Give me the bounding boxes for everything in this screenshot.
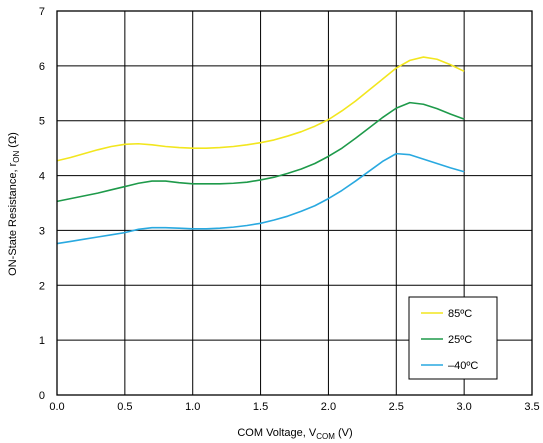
grid-lines (57, 11, 532, 395)
series-line (56, 152, 465, 245)
legend-label: –40ºC (448, 360, 478, 372)
x-tick-label: 2.0 (321, 401, 336, 413)
x-tick-label: 0.0 (49, 401, 64, 413)
x-tick-label: 0.5 (117, 401, 132, 413)
legend-label: 25ºC (448, 334, 472, 346)
y-tick-label: 3 (39, 225, 45, 237)
y-tick-label: 5 (39, 116, 45, 128)
y-tick-label: 0 (39, 390, 45, 402)
y-tick-label: 2 (39, 280, 45, 292)
x-axis-title: COM Voltage, VCOM (V) (237, 427, 352, 441)
tick-labels: 0.0 0.5 1.0 1.5 2.0 2.5 3.0 3.5 0 1 2 3 4 5 6 7 (39, 6, 540, 413)
x-tick-label: 1.5 (253, 401, 268, 413)
y-axis-title: ON-State Resistance, rON (Ω) (7, 132, 21, 276)
y-tick-label: 6 (39, 61, 45, 73)
x-tick-label: 3.5 (524, 401, 539, 413)
legend-label: 85ºC (448, 308, 472, 320)
y-tick-label: 1 (39, 335, 45, 347)
plot-frame (56, 10, 533, 396)
legend: 85ºC 25ºC –40ºC (408, 296, 498, 380)
y-tick-label: 7 (39, 6, 45, 18)
series-lines (56, 56, 465, 245)
x-tick-label: 2.5 (389, 401, 404, 413)
series-line (56, 101, 465, 203)
series-line (56, 56, 465, 162)
y-tick-label: 4 (39, 171, 45, 183)
x-tick-label: 3.0 (456, 401, 471, 413)
x-tick-label: 1.0 (185, 401, 200, 413)
